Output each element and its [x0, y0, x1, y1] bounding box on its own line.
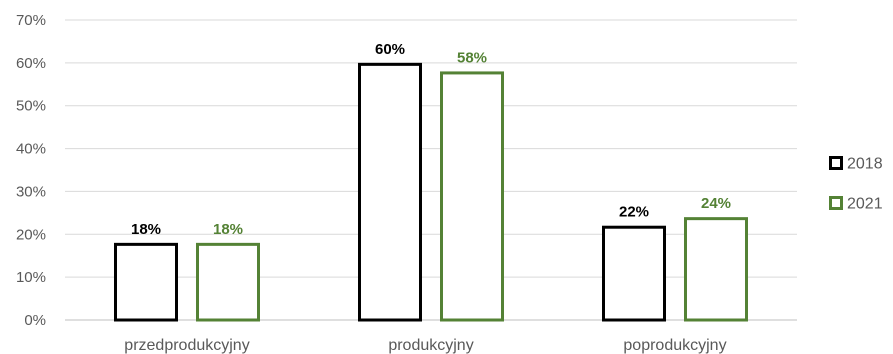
data-label-2018-poprodukcyjny: 22% [619, 204, 649, 221]
data-label-2021-przedprodukcyjny: 18% [213, 221, 243, 238]
x-axis-categories: przedprodukcyjny produkcyjny poprodukcyjny [124, 337, 726, 354]
bar-2018-przedprodukcyjny [114, 242, 178, 322]
legend-swatch-2021 [829, 196, 843, 210]
y-tick-label: 50% [16, 98, 46, 115]
data-labels: 18% 18% 60% 58% 22% 24% [131, 41, 731, 238]
x-category-label: produkcyjny [388, 337, 473, 354]
y-tick-label: 30% [16, 183, 46, 200]
legend: 2018 2021 [829, 156, 883, 213]
bar-2018-produkcyjny [358, 62, 422, 322]
x-category-label: przedprodukcyjny [124, 337, 249, 354]
x-category-label: poprodukcyjny [623, 337, 726, 354]
y-axis-ticks: 0% 10% 20% 30% 40% 50% 60% 70% [16, 12, 46, 329]
y-tick-label: 60% [16, 55, 46, 72]
y-tick-label: 70% [16, 12, 46, 29]
y-tick-label: 10% [16, 269, 46, 286]
gridlines [65, 19, 797, 321]
data-label-2018-przedprodukcyjny: 18% [131, 221, 161, 238]
legend-label-2018: 2018 [847, 156, 883, 173]
data-label-2021-poprodukcyjny: 24% [701, 195, 731, 212]
bar-2018-poprodukcyjny [602, 225, 666, 322]
y-tick-label: 40% [16, 141, 46, 158]
bar-2021-produkcyjny [440, 71, 504, 322]
data-label-2018-produkcyjny: 60% [375, 41, 405, 58]
y-tick-label: 0% [24, 312, 46, 329]
bars [114, 62, 748, 322]
y-tick-label: 20% [16, 226, 46, 243]
legend-label-2021: 2021 [847, 196, 883, 213]
bar-2021-przedprodukcyjny [196, 242, 260, 322]
data-label-2021-produkcyjny: 58% [457, 49, 487, 66]
legend-swatch-2018 [829, 156, 843, 170]
bar-2021-poprodukcyjny [684, 217, 748, 322]
